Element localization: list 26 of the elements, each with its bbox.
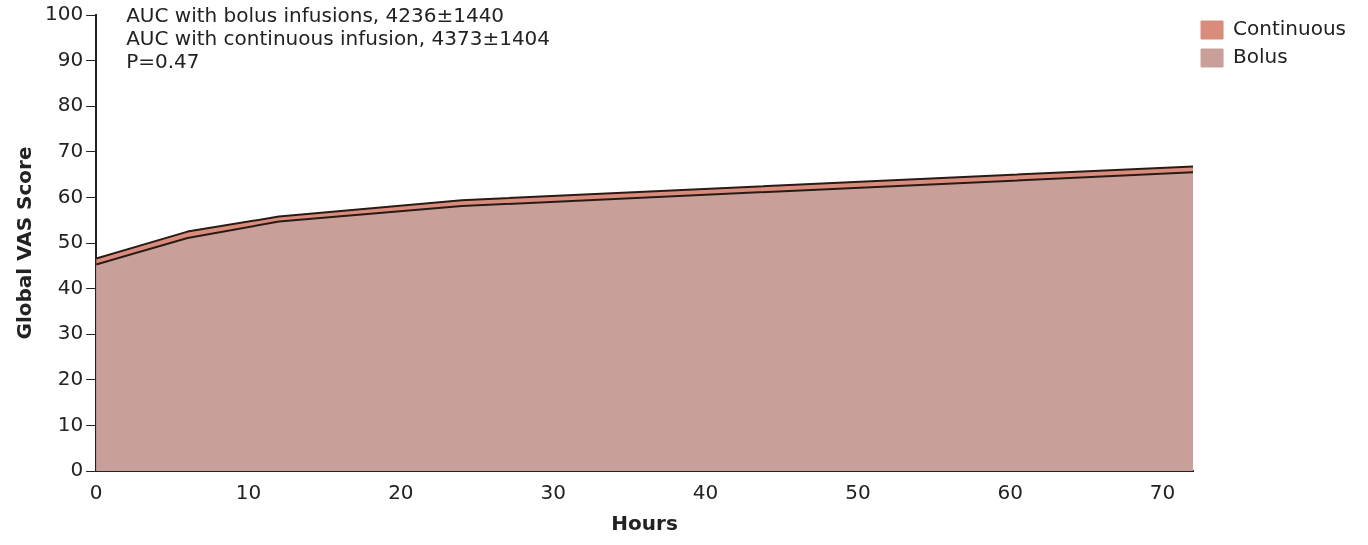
x-tick-label: 20 [388,480,414,505]
legend-label: Bolus [1233,44,1288,69]
y-tick-label: 100 [44,1,84,26]
x-tick-label: 60 [997,480,1023,505]
x-axis-title: Hours [611,511,678,536]
y-tick-label: 60 [57,183,84,208]
x-tick-label: 0 [89,480,103,505]
y-tick-label: 50 [57,229,84,254]
x-tick-label: 40 [692,480,719,505]
y-axis-title: Global VAS Score [12,146,37,340]
x-tick-label: 70 [1149,480,1176,505]
legend-label: Continuous [1233,16,1347,41]
annotation: AUC with continuous infusion, 4373±1404 [126,26,551,51]
x-tick-label: 30 [540,480,566,505]
y-tick-label: 0 [70,457,84,482]
y-tick-label: 10 [57,411,84,436]
y-tick-label: 80 [57,92,84,117]
annotation: AUC with bolus infusions, 4236±1440 [126,3,505,28]
y-tick-label: 40 [57,274,84,299]
y-tick-label: 20 [57,366,84,390]
y-tick-label: 30 [57,320,84,345]
x-tick-label: 50 [845,480,871,505]
y-tick-label: 70 [57,138,84,162]
y-tick-label: 90 [57,46,84,71]
x-tick-label: 10 [235,480,262,505]
annotation: P=0.47 [126,49,200,74]
